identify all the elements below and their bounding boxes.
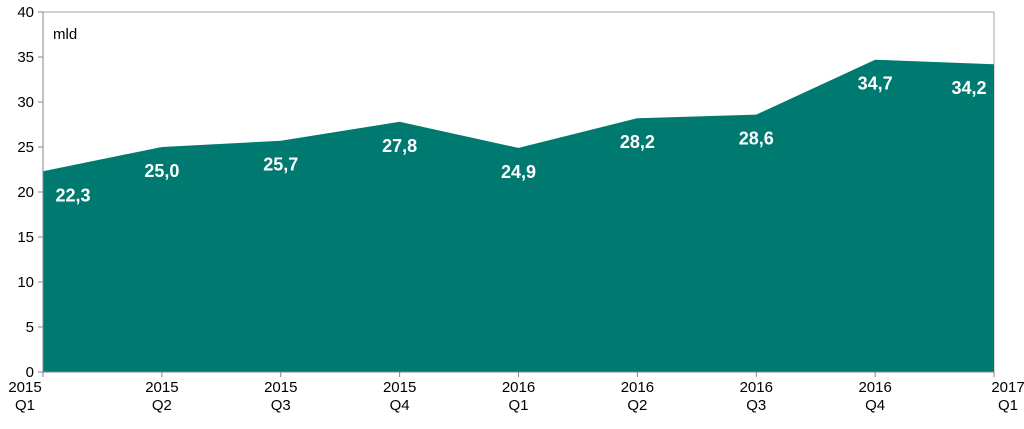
data-label: 22,3 <box>55 185 90 205</box>
x-tick-label-year: 2016 <box>858 379 891 396</box>
y-tick-label: 0 <box>26 364 34 381</box>
data-label: 25,7 <box>263 155 298 175</box>
x-tick-label-year: 2016 <box>621 379 654 396</box>
x-tick-label-quarter: Q1 <box>998 397 1018 414</box>
area-series <box>43 59 994 372</box>
x-tick-label-quarter: Q3 <box>746 397 766 414</box>
data-label: 24,9 <box>501 162 536 182</box>
x-tick-label-year: 2015 <box>8 379 41 396</box>
y-tick-label: 15 <box>17 229 34 246</box>
data-label: 28,2 <box>620 132 655 152</box>
y-tick-label: 25 <box>17 139 34 156</box>
x-tick-label-year: 2015 <box>264 379 297 396</box>
x-tick-label-year: 2016 <box>740 379 773 396</box>
y-tick-label: 5 <box>26 319 34 336</box>
data-label: 34,7 <box>858 74 893 94</box>
y-tick-label: 40 <box>17 4 34 21</box>
x-tick-label-quarter: Q1 <box>508 397 528 414</box>
y-tick-label: 10 <box>17 274 34 291</box>
x-tick-label-quarter: Q2 <box>627 397 647 414</box>
y-tick-label: 35 <box>17 49 34 66</box>
x-tick-label-quarter: Q4 <box>390 397 410 414</box>
x-tick-label-quarter: Q1 <box>15 397 35 414</box>
x-tick-label-quarter: Q2 <box>152 397 172 414</box>
data-label: 28,6 <box>739 129 774 149</box>
x-tick-label-year: 2017 <box>991 379 1024 396</box>
unit-label: mld <box>53 26 77 43</box>
x-tick-label-year: 2016 <box>502 379 535 396</box>
y-tick-label: 30 <box>17 94 34 111</box>
x-tick-label-quarter: Q4 <box>865 397 885 414</box>
x-tick-label-year: 2015 <box>383 379 416 396</box>
data-label: 34,2 <box>951 78 986 98</box>
data-label: 27,8 <box>382 136 417 156</box>
data-label: 25,0 <box>144 161 179 181</box>
x-tick-label-year: 2015 <box>145 379 178 396</box>
y-tick-label: 20 <box>17 184 34 201</box>
x-tick-label-quarter: Q3 <box>271 397 291 414</box>
